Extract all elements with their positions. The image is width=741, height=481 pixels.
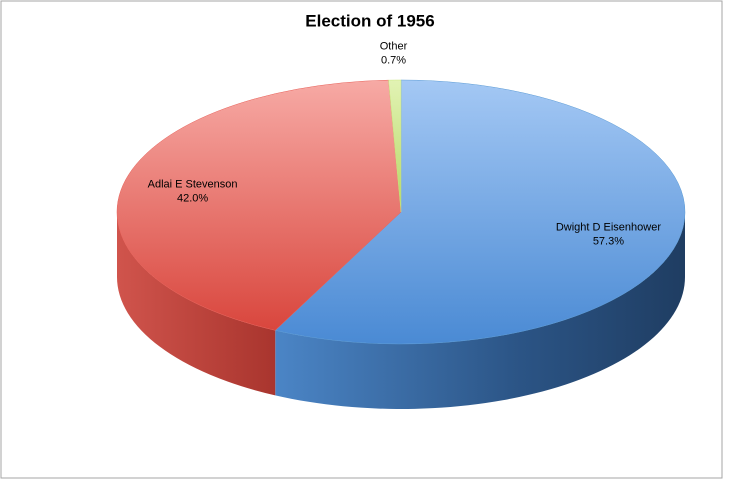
chart-border [0, 0, 723, 479]
category-label: Other [380, 41, 408, 53]
slice-side [275, 212, 685, 410]
slice [388, 79, 402, 213]
category-label: Adlai E Stevenson [148, 179, 238, 191]
slice [274, 79, 686, 345]
chart-title: Election of 1956 [305, 11, 434, 30]
value-label: 0.7% [381, 55, 406, 67]
category-label: Dwight D Eisenhower [556, 221, 661, 233]
slice [116, 79, 402, 331]
value-label: 57.3% [593, 235, 624, 247]
value-label: 42.0% [177, 193, 208, 205]
